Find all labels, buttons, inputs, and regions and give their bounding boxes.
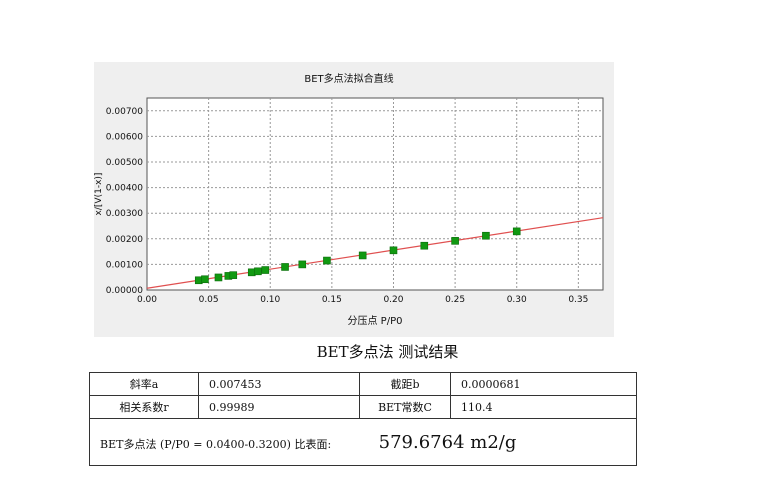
surface-area-cell: BET多点法 (P/P0 = 0.0400-0.3200) 比表面: 579.6… (89, 418, 637, 466)
intercept-label: 截距b (359, 372, 451, 396)
x-tick-label: 0.35 (568, 295, 588, 305)
surface-area-value: 579.6764 m2/g (378, 431, 517, 453)
data-point (323, 256, 331, 265)
data-point (420, 241, 429, 250)
x-tick-label: 0.00 (137, 295, 157, 305)
data-point (298, 260, 307, 269)
y-tick-label: 0.00700 (106, 107, 143, 117)
results-table: 斜率a 0.007453 截距b 0.0000681 相关系数r 0.99989… (89, 372, 637, 466)
data-points (194, 227, 521, 285)
data-point (261, 266, 270, 274)
chart-panel: BET多点法拟合直线 0.00 0.05 0.10 0.15 0.20 0.25 0.30 0… (94, 62, 614, 337)
x-tick-label: 0.30 (507, 295, 527, 305)
y-tick-label: 0.00200 (106, 235, 143, 245)
intercept-value: 0.0000681 (450, 372, 637, 396)
table-row: 相关系数r 0.99989 BET常数C 110.4 (89, 395, 637, 419)
table-row: BET多点法 (P/P0 = 0.0400-0.3200) 比表面: 579.6… (89, 418, 637, 466)
x-tick-label: 0.05 (199, 295, 219, 305)
data-point (254, 267, 262, 276)
data-point (229, 271, 238, 279)
x-tick-label: 0.20 (383, 295, 403, 305)
chart-title: BET多点法拟合直线 (304, 72, 393, 85)
results-title: BET多点法 测试结果 (316, 343, 459, 361)
y-tick-label: 0.00300 (106, 209, 143, 219)
correlation-value: 0.99989 (198, 395, 360, 419)
bet-chart: BET多点法拟合直线 0.00 0.05 0.10 0.15 0.20 0.25 0.30 0… (94, 72, 604, 327)
data-point (512, 227, 521, 236)
bet-constant-value: 110.4 (450, 395, 637, 419)
data-point (451, 237, 459, 245)
correlation-label: 相关系数r (89, 395, 199, 419)
x-tick-label: 0.15 (322, 295, 342, 305)
x-tick-label: 0.10 (260, 295, 280, 305)
table-row: 斜率a 0.007453 截距b 0.0000681 (89, 372, 637, 396)
bet-constant-label: BET常数C (359, 395, 451, 419)
data-point (281, 263, 289, 271)
y-tick-label: 0.00100 (106, 260, 143, 270)
tick-labels: 0.00 0.05 0.10 0.15 0.20 0.25 0.30 0.35 0.00000 0… (106, 107, 589, 305)
data-point (358, 251, 367, 260)
y-tick-label: 0.00000 (106, 286, 143, 296)
fit-line (146, 217, 604, 289)
y-tick-label: 0.00600 (106, 132, 143, 142)
y-tick-label: 0.00500 (106, 158, 143, 168)
surface-area-label: BET多点法 (P/P0 = 0.0400-0.3200) 比表面: (100, 437, 332, 451)
data-point (201, 275, 209, 284)
y-tick-label: 0.00400 (106, 184, 143, 194)
data-point (482, 231, 490, 240)
slope-value: 0.007453 (198, 372, 360, 396)
fit-line-layer (146, 217, 604, 289)
x-axis-label: 分压点 P/P0 (348, 315, 403, 327)
data-point (214, 273, 223, 282)
plot-area (146, 97, 604, 291)
grid (147, 98, 603, 290)
x-tick-label: 0.25 (445, 295, 465, 305)
slope-label: 斜率a (89, 372, 199, 396)
y-axis-label: x/[V(1-x)] (94, 173, 104, 216)
data-point (389, 246, 398, 255)
